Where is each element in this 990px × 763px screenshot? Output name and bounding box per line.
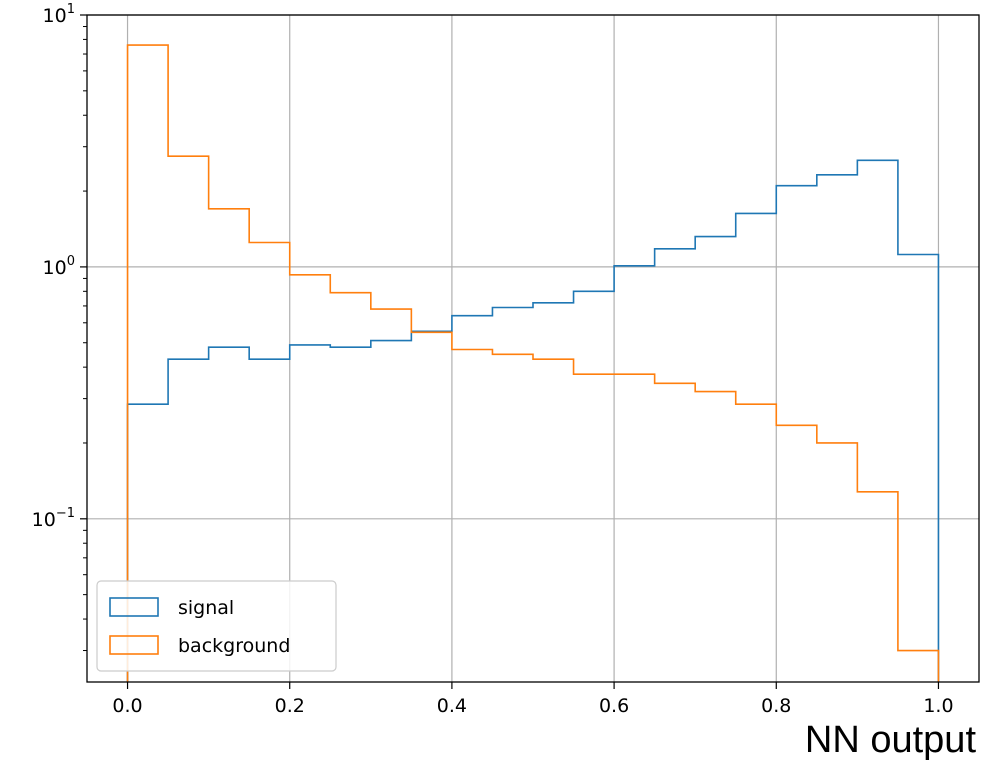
- y-tick-label: 10−1: [32, 506, 75, 531]
- legend-swatch-signal: [109, 597, 159, 617]
- y-tick-label: 100: [43, 254, 75, 279]
- series-layer: [126, 44, 940, 682]
- y-axis: 10−1 100 101: [32, 2, 87, 652]
- x-tick-label: 1.0: [923, 695, 953, 717]
- x-axis: 0.0 0.2 0.4 0.6 0.8 1.0: [112, 682, 954, 717]
- x-tick-label: 0.8: [761, 695, 791, 717]
- legend-label-background: background: [178, 635, 290, 657]
- x-tick-label: 0.6: [599, 695, 629, 717]
- y-tick-label: 101: [43, 2, 75, 27]
- x-tick-label: 0.2: [275, 695, 305, 717]
- x-tick-label: 0.0: [112, 695, 142, 717]
- series-background: [126, 44, 940, 682]
- x-tick-label: 0.4: [437, 695, 467, 717]
- legend: signal background: [96, 580, 337, 672]
- x-axis-label: NN output: [805, 719, 977, 761]
- legend-swatch-background: [109, 635, 159, 655]
- series-signal: [126, 159, 940, 682]
- legend-box: [96, 580, 337, 672]
- legend-label-signal: signal: [178, 597, 234, 619]
- plot-frame: [86, 14, 980, 683]
